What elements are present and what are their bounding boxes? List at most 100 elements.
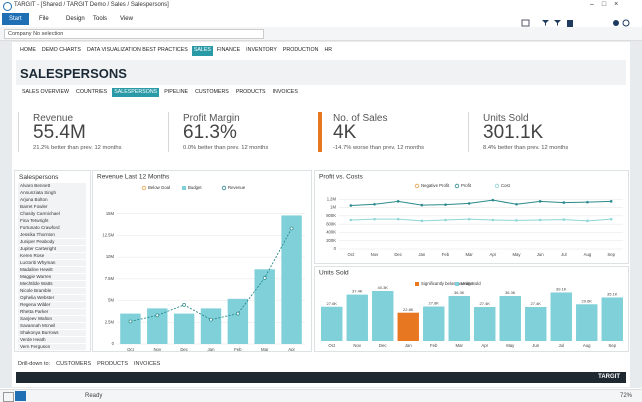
salesperson[interactable]: Rhetta Parker — [18, 308, 86, 316]
salesperson[interactable]: Keren Rose — [18, 252, 86, 260]
menu-item[interactable]: File — [39, 16, 49, 22]
icon[interactable] — [613, 20, 619, 26]
drill-target[interactable]: INVOICES — [134, 361, 161, 367]
icon[interactable] — [542, 20, 549, 26]
menu-item[interactable]: Design — [66, 16, 85, 22]
zoom: 72% — [620, 393, 633, 399]
menu-item[interactable]: Start — [2, 13, 29, 25]
y-tick-label: 10M — [106, 254, 115, 259]
nav-tab[interactable]: FINANCE — [216, 47, 241, 53]
status-icon[interactable] — [15, 391, 26, 401]
x-tick-label: Jun — [532, 343, 540, 348]
sub-tab[interactable]: COUNTRIES — [76, 89, 108, 95]
point — [155, 313, 160, 318]
bar — [346, 294, 368, 341]
menu-item[interactable]: Tools — [93, 16, 108, 22]
x-tick-label: Jun — [537, 252, 545, 257]
icon[interactable] — [554, 20, 561, 26]
bar — [372, 291, 394, 341]
sub-tab[interactable]: PRODUCTS — [235, 89, 266, 95]
x-tick-label: Apr — [481, 343, 488, 348]
y-tick-label: 1.2M — [327, 196, 337, 201]
menu-item[interactable]: View — [120, 16, 133, 22]
salesperson[interactable]: Regena Wilder — [18, 301, 86, 309]
point — [538, 200, 542, 203]
x-tick-label: Oct — [328, 343, 335, 348]
salesperson[interactable]: Shakonya Burrows — [18, 329, 86, 337]
salesperson[interactable]: Mechtilde Watts — [18, 280, 86, 288]
salesperson[interactable]: Arjuna Bolton — [18, 196, 86, 204]
icon[interactable] — [622, 19, 630, 27]
icon[interactable] — [567, 20, 573, 27]
sub-tab[interactable]: INVOICES — [272, 89, 298, 95]
filter-label: Company — [8, 31, 32, 37]
status-icon[interactable] — [3, 392, 14, 402]
nav-tab[interactable]: DEMO CHARTS — [41, 47, 81, 53]
salesperson[interactable]: Verde Heath — [18, 336, 86, 344]
salesperson[interactable]: Vern Ferguson — [18, 343, 86, 351]
icon[interactable] — [521, 19, 530, 27]
salesperson[interactable]: Barret Fowler — [18, 203, 86, 211]
nav-tab[interactable]: SALES — [191, 46, 213, 56]
salesperson[interactable]: Fina Tetwright — [18, 217, 86, 225]
nav-tab[interactable]: DATA VISUALIZATION BEST PRACTICES — [86, 47, 188, 53]
salesperson[interactable]: Jupiter Cartwright — [18, 245, 86, 253]
x-tick-label: Oct — [127, 347, 134, 351]
value-label: 22.8K — [403, 307, 414, 312]
y-tick-label: 0 — [112, 341, 115, 346]
point — [349, 204, 353, 207]
salesperson[interactable]: Juniper Peabody — [18, 238, 86, 246]
nav-tab[interactable]: INVENTORY — [246, 47, 277, 53]
bar — [499, 295, 521, 341]
drill-target[interactable]: CUSTOMERS — [56, 361, 92, 367]
point — [467, 217, 471, 221]
salesperson[interactable]: Alvaro Bennett — [18, 183, 86, 190]
value-label: 27.4K — [480, 301, 491, 306]
point — [538, 218, 542, 222]
legend-marker — [455, 282, 459, 286]
y-tick-label: 7.5M — [105, 276, 115, 281]
sub-tab[interactable]: CUSTOMERS — [195, 89, 229, 95]
point — [420, 219, 424, 223]
salesperson[interactable]: Jessika Thornton — [18, 231, 86, 239]
salesperson[interactable]: Annunziata Singh — [18, 189, 86, 197]
salesperson[interactable]: Maggie Warren — [18, 273, 86, 281]
title-bar: TARGIT - [Shared / TARGIT Demo / Sales /… — [0, 0, 642, 12]
x-tick-label: Feb — [234, 347, 242, 351]
kpi-value: 55.4M — [33, 122, 86, 143]
value-label: 27.8K — [429, 301, 440, 306]
x-tick-label: Dec — [379, 343, 387, 348]
nav-tab[interactable]: HOME — [20, 47, 36, 53]
legend-label: Negative Profit — [421, 183, 450, 188]
y-tick-label: 15M — [106, 211, 115, 216]
salesperson[interactable]: Luctoriti Whyman — [18, 259, 86, 267]
salesperson[interactable]: Nicole Bramble — [18, 287, 86, 295]
salesperson[interactable]: Ophelia Webster — [18, 294, 86, 302]
salesperson[interactable]: Madaline Hewitt — [18, 266, 86, 274]
nav-tab[interactable]: PRODUCTION — [282, 47, 319, 53]
drill-target[interactable]: PRODUCTS — [97, 361, 129, 367]
x-tick-label: Dec — [180, 347, 188, 351]
nav-tab[interactable]: HR — [324, 47, 333, 53]
point — [289, 226, 294, 231]
window-controls[interactable]: –□× — [590, 1, 627, 8]
x-tick-label: Aug — [584, 252, 592, 257]
kpi-value: 4K — [333, 122, 357, 143]
x-tick-label: Dec — [394, 252, 402, 257]
point — [609, 200, 613, 203]
footer-band: TARGIT — [16, 372, 626, 383]
salesperson[interactable]: Sanjeev Walton — [18, 315, 86, 323]
x-tick-label: Mar — [465, 252, 473, 257]
sub-tab[interactable]: SALESPERSONS — [112, 88, 160, 97]
drill-label: Drill-down to: — [18, 361, 51, 367]
salesperson[interactable]: Savannah Mcneil — [18, 322, 86, 330]
legend-marker — [454, 183, 460, 189]
ribbon: Start File Design Tools View — [0, 12, 642, 28]
kpi-note: 8.4% better than prev. 12 months — [483, 145, 569, 151]
salesperson[interactable]: Fortunato Crawford — [18, 224, 86, 232]
salesperson[interactable]: Chasity Carmichael — [18, 210, 86, 218]
filter-box[interactable]: Company No selection — [4, 29, 264, 39]
sub-tab[interactable]: SALES OVERVIEW — [22, 89, 70, 95]
sub-tab[interactable]: PIPELINE — [164, 89, 189, 95]
